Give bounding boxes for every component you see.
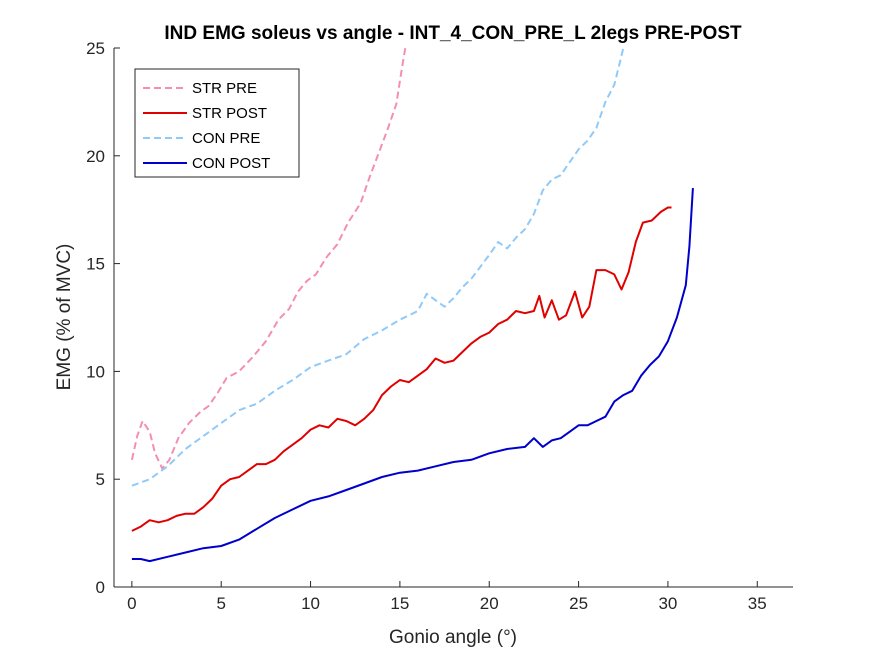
x-tick-label: 5 (216, 594, 225, 613)
series-line-str-post (131, 206, 672, 532)
y-tick-label: 5 (96, 470, 105, 489)
legend-box (134, 68, 300, 178)
y-tick-label: 10 (86, 362, 105, 381)
y-axis-label: EMG (% of MVC) (54, 244, 75, 391)
x-tick-label: 10 (301, 594, 320, 613)
x-tick-label: 35 (748, 594, 767, 613)
series-line-str-pre (130, 48, 407, 470)
x-tick-label: 20 (480, 594, 499, 613)
series-line-con-post (131, 188, 694, 563)
x-tick-label: 15 (390, 594, 409, 613)
legend-label-str-pre: STR PRE (192, 80, 257, 97)
x-tick-label: 0 (127, 594, 136, 613)
legend-label-str-post: STR POST (192, 105, 267, 122)
axes (113, 48, 793, 588)
legend-entries: STR PRE STR POST CON PRE CON POST (143, 80, 270, 172)
y-ticks: 0 5 10 15 20 25 (86, 39, 120, 597)
x-axis-label: Gonio angle (°) (389, 627, 517, 648)
chart-title: IND EMG soleus vs angle - INT_4_CON_PRE_… (164, 23, 742, 44)
series-layer (130, 48, 694, 563)
y-tick-label: 25 (86, 39, 105, 58)
x-tick-label: 30 (658, 594, 677, 613)
legend-label-con-post: CON POST (192, 155, 270, 172)
x-tick-label: 25 (569, 594, 588, 613)
x-ticks: 0 5 10 15 20 25 30 35 (127, 581, 767, 613)
legend-label-con-pre: CON PRE (192, 130, 260, 147)
y-tick-label: 20 (86, 147, 105, 166)
legend: STR PRE STR POST CON PRE CON POST (134, 68, 300, 178)
y-tick-label: 15 (86, 255, 105, 274)
series-line-con-pre (131, 48, 625, 487)
y-tick-label: 0 (96, 578, 105, 597)
